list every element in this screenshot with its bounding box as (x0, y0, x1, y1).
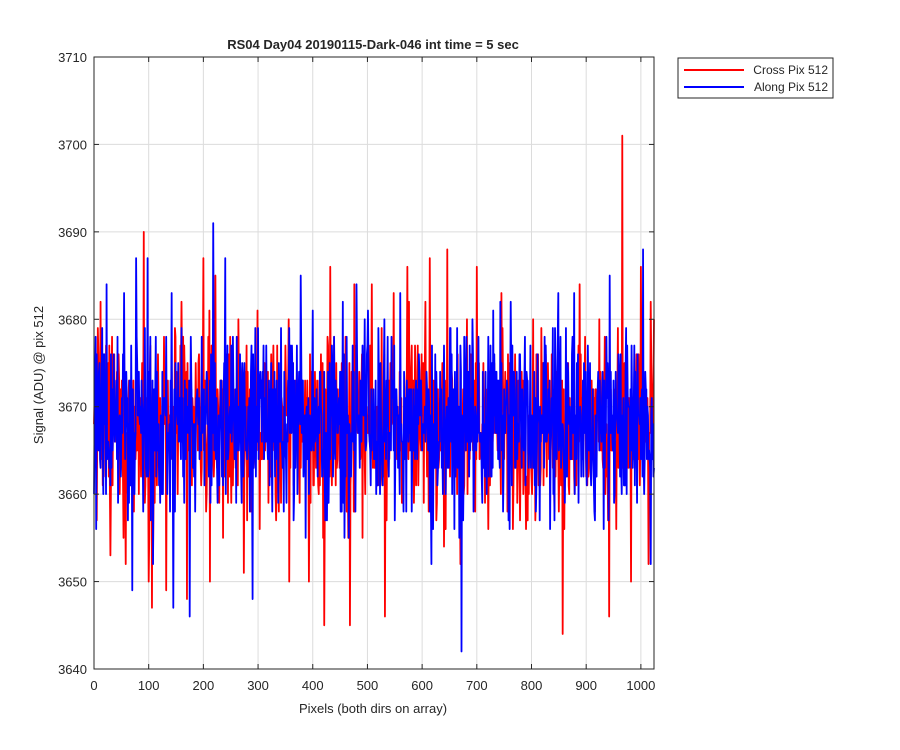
legend-box (677, 57, 834, 99)
x-tick-label: 800 (521, 678, 543, 693)
legend: Cross Pix 512 Along Pix 512 (677, 57, 834, 99)
y-tick-label: 3700 (58, 137, 87, 152)
axis-ticks: 0 100 200 300 400 500 600 700 800 900 1000 3640 3650… (58, 50, 655, 693)
x-tick-label: 0 (90, 678, 97, 693)
y-tick-label: 3650 (58, 575, 87, 590)
plot-frame (93, 56, 655, 670)
y-tick-label: 3690 (58, 225, 87, 240)
y-tick-label: 3680 (58, 312, 87, 327)
x-tick-label: 200 (193, 678, 215, 693)
x-tick-label: 700 (466, 678, 488, 693)
legend-label-cross: Cross Pix 512 (753, 63, 828, 77)
y-tick-label: 3710 (58, 50, 87, 65)
legend-label-along: Along Pix 512 (754, 80, 828, 94)
x-tick-label: 500 (357, 678, 379, 693)
series-layer (93, 134, 655, 653)
x-tick-label: 400 (302, 678, 324, 693)
y-tick-label: 3660 (58, 487, 87, 502)
x-tick-label: 300 (247, 678, 269, 693)
y-tick-label: 3670 (58, 400, 87, 415)
x-tick-label: 600 (411, 678, 433, 693)
x-tick-label: 1000 (626, 678, 655, 693)
x-axis-label: Pixels (both dirs on array) (299, 701, 447, 716)
y-axis-label: Signal (ADU) @ pix 512 (31, 306, 46, 444)
y-tick-label: 3640 (58, 662, 87, 677)
series-line-along (93, 222, 655, 653)
x-tick-label: 100 (138, 678, 160, 693)
x-tick-label: 900 (575, 678, 597, 693)
chart-title: RS04 Day04 20190115-Dark-046 int time = … (227, 37, 519, 52)
